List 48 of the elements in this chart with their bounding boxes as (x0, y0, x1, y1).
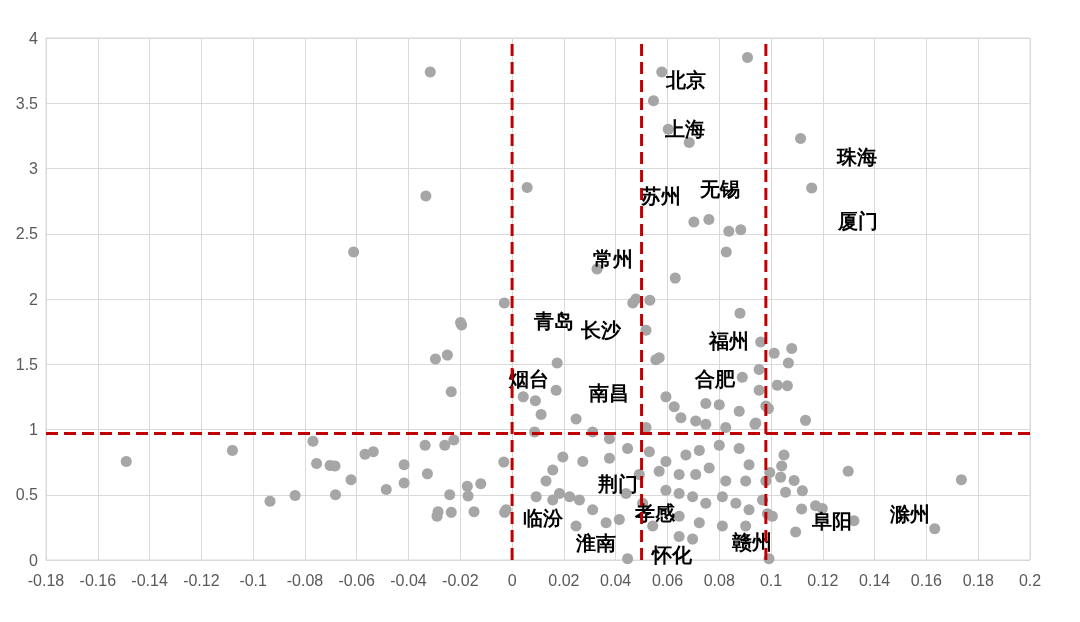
y-tick-label: 1.5 (15, 355, 39, 373)
x-tick-label: -0.06 (338, 571, 376, 589)
x-tick-label: -0.14 (131, 571, 168, 589)
x-tick-label: -0.08 (286, 571, 324, 589)
y-tick-label: 2 (29, 290, 39, 308)
x-tick-label: 0.16 (910, 571, 943, 589)
x-tick-label: -0.02 (442, 571, 479, 589)
annotation: 淮南 (574, 531, 616, 556)
annotation: 苏州 (639, 183, 681, 208)
annotation: 临汾 (522, 506, 564, 531)
y-tick-label: 0.5 (15, 486, 39, 504)
annotation: 无锡 (698, 177, 740, 202)
annotation: 赣州 (731, 529, 773, 554)
annotation: 合肥 (693, 366, 736, 391)
x-tick-label: -0.16 (79, 571, 117, 589)
x-tick-label: -0.04 (390, 571, 427, 589)
x-tick-label: 0.14 (859, 571, 891, 589)
y-tick-label: 2.5 (15, 225, 39, 243)
x-tick-label: -0.1 (239, 571, 268, 589)
x-tick-label: 0 (507, 571, 517, 589)
annotation: 怀化 (650, 542, 694, 567)
annotation: 长沙 (579, 318, 622, 343)
y-tick-label: 4 (29, 29, 39, 47)
y-tick-label: 3.5 (15, 94, 39, 112)
annotation: 珠海 (836, 144, 878, 169)
annotation: 福州 (708, 328, 750, 353)
annotation: 滁州 (889, 502, 931, 527)
x-tick-label: 0.08 (703, 571, 735, 589)
x-tick-label: 0.2 (1018, 571, 1042, 589)
annotation: 上海 (663, 117, 705, 142)
y-tick-label: 1 (29, 421, 39, 438)
x-tick-label: -0.12 (183, 571, 220, 589)
x-tick-label: 0.12 (807, 571, 839, 589)
annotation: 厦门 (837, 208, 879, 233)
x-tick-label: 0.1 (759, 571, 783, 589)
x-tick-label: 0.06 (651, 571, 684, 589)
annotation: 青岛 (533, 309, 575, 334)
annotation: 南昌 (587, 380, 629, 405)
x-tick-label: 0.02 (548, 571, 580, 589)
annotation: 常州 (592, 246, 633, 271)
y-tick-label: 3 (29, 160, 39, 177)
annotation: 荆门 (596, 472, 638, 497)
annotation: 阜阳 (811, 508, 853, 533)
y-tick-label: 0 (29, 551, 39, 569)
x-tick-label: -0.18 (27, 571, 65, 589)
x-tick-label: 0.18 (962, 571, 994, 589)
annotation: 北京 (665, 67, 707, 92)
x-tick-label: 0.04 (600, 571, 632, 589)
